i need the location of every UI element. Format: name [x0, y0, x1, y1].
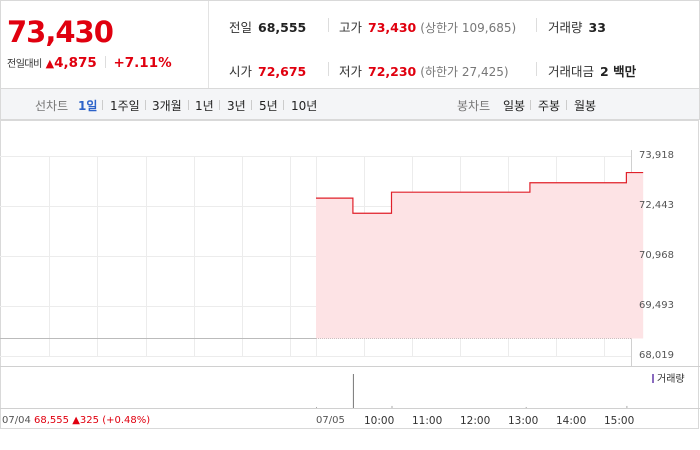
low-value: 72,230: [368, 64, 417, 79]
quote-info: 전일 68,555 고가 73,430 (상한가 109,685) 거래량 33 시가 7…: [210, 1, 699, 88]
volume-bar: [626, 405, 628, 408]
prev-close-label: 전일: [229, 20, 253, 35]
open-label: 시가: [229, 64, 253, 79]
low-cell: 저가 72,230 (하한가 27,425): [339, 61, 509, 80]
period-tab-1d[interactable]: 1일: [78, 99, 98, 113]
divider: [536, 18, 537, 32]
x-tick-label: 15:00: [604, 415, 635, 427]
prev-day-pct: (+0.48%): [102, 415, 151, 426]
volume-legend-label: 거래량: [657, 374, 685, 385]
divider: [530, 100, 531, 110]
current-price: 73,430: [7, 15, 114, 49]
y-tick-label: 73,918: [639, 150, 674, 161]
up-arrow-icon: ▲: [72, 415, 80, 426]
prev-day-diff: 325: [79, 415, 99, 426]
high-label: 고가: [339, 20, 363, 35]
prev-close-cell: 전일 68,555: [229, 17, 306, 36]
volume-bar: [352, 374, 354, 408]
candle-chart-label: 봉차트: [457, 99, 491, 113]
period-tab-3m[interactable]: 3개월: [152, 99, 182, 113]
volume-bar: [391, 405, 393, 408]
y-tick-label: 68,019: [639, 350, 674, 361]
divider: [283, 100, 284, 110]
volume-legend-swatch: [652, 374, 654, 383]
divider: [251, 100, 252, 110]
divider: [219, 100, 220, 110]
change-percent: +7.11%: [113, 55, 172, 71]
prev-day-price: 68,555: [34, 415, 70, 426]
amount-cell: 거래대금 2 백만: [548, 61, 636, 80]
period-tab-5y[interactable]: 5년: [259, 99, 278, 113]
prev-day-date: 07/04: [2, 415, 31, 426]
y-tick-label: 70,968: [639, 250, 674, 261]
change-label: 전일대비: [7, 59, 42, 70]
amount-value: 2 백만: [600, 64, 637, 79]
x-tick-label: 11:00: [412, 415, 443, 427]
x-tick-label: 14:00: [556, 415, 587, 427]
candle-tab-daily[interactable]: 일봉: [503, 99, 526, 113]
current-price-box: 73,430 전일대비 ▲4,875 +7.11%: [1, 1, 209, 88]
volume-legend: 거래량: [652, 370, 685, 385]
volume-bars: [316, 374, 628, 408]
line-chart-label: 선차트: [35, 99, 69, 113]
lower-limit: (하한가 27,425): [420, 65, 509, 79]
high-cell: 고가 73,430 (상한가 109,685): [339, 17, 516, 36]
period-tab-1w[interactable]: 1주일: [110, 99, 140, 113]
divider: [145, 100, 146, 110]
open-value: 72,675: [258, 64, 307, 79]
high-value: 73,430: [368, 20, 417, 35]
y-tick-label: 69,493: [639, 300, 674, 311]
divider: [102, 100, 103, 110]
price-area: [316, 171, 644, 339]
chart-toolbar: 선차트 1일 1주일 3개월 1년 3년 5년 10년 봉차트 일봉 주봉 월봉: [0, 88, 700, 120]
divider: [566, 100, 567, 110]
x-tick-label: 07/05: [316, 415, 345, 426]
x-tick-label: 13:00: [508, 415, 539, 427]
chart-canvas: [0, 120, 700, 429]
change-row: 전일대비 ▲4,875 +7.11%: [7, 55, 172, 71]
divider: [536, 62, 537, 76]
candle-tab-monthly[interactable]: 월봉: [574, 99, 597, 113]
upper-limit: (상한가 109,685): [420, 21, 517, 35]
price-area-fill: [316, 172, 644, 339]
divider: [188, 100, 189, 110]
prev-close-value: 68,555: [258, 20, 307, 35]
chart-frame: [0, 120, 699, 429]
candle-tab-weekly[interactable]: 주봉: [538, 99, 561, 113]
x-tick-label: 10:00: [364, 415, 395, 427]
divider: [328, 18, 329, 32]
volume-value: 33: [588, 20, 606, 35]
prev-day-info: 07/04 68,555 ▲325 (+0.48%): [2, 415, 150, 426]
open-cell: 시가 72,675: [229, 61, 306, 80]
amount-label: 거래대금: [548, 64, 595, 79]
y-tick-label: 72,443: [639, 200, 674, 211]
price-chart: 73,918 72,443 70,968 69,493 68,019 07/05 10:0…: [0, 120, 700, 450]
divider: [328, 62, 329, 76]
up-arrow-icon: ▲: [45, 57, 55, 70]
period-tab-3y[interactable]: 3년: [227, 99, 246, 113]
period-tab-10y[interactable]: 10년: [291, 99, 318, 113]
price-summary: 73,430 전일대비 ▲4,875 +7.11% 전일 68,555 고가 73,…: [0, 0, 700, 88]
volume-bar: [525, 406, 527, 408]
x-tick-label: 12:00: [460, 415, 491, 427]
volume-bar: [316, 406, 317, 408]
price-line: [316, 171, 644, 214]
period-tab-1y[interactable]: 1년: [195, 99, 214, 113]
volume-label: 거래량: [548, 20, 583, 35]
divider: [104, 56, 106, 68]
change-value: 4,875: [54, 55, 97, 71]
low-label: 저가: [339, 64, 363, 79]
volume-cell: 거래량 33: [548, 17, 606, 36]
